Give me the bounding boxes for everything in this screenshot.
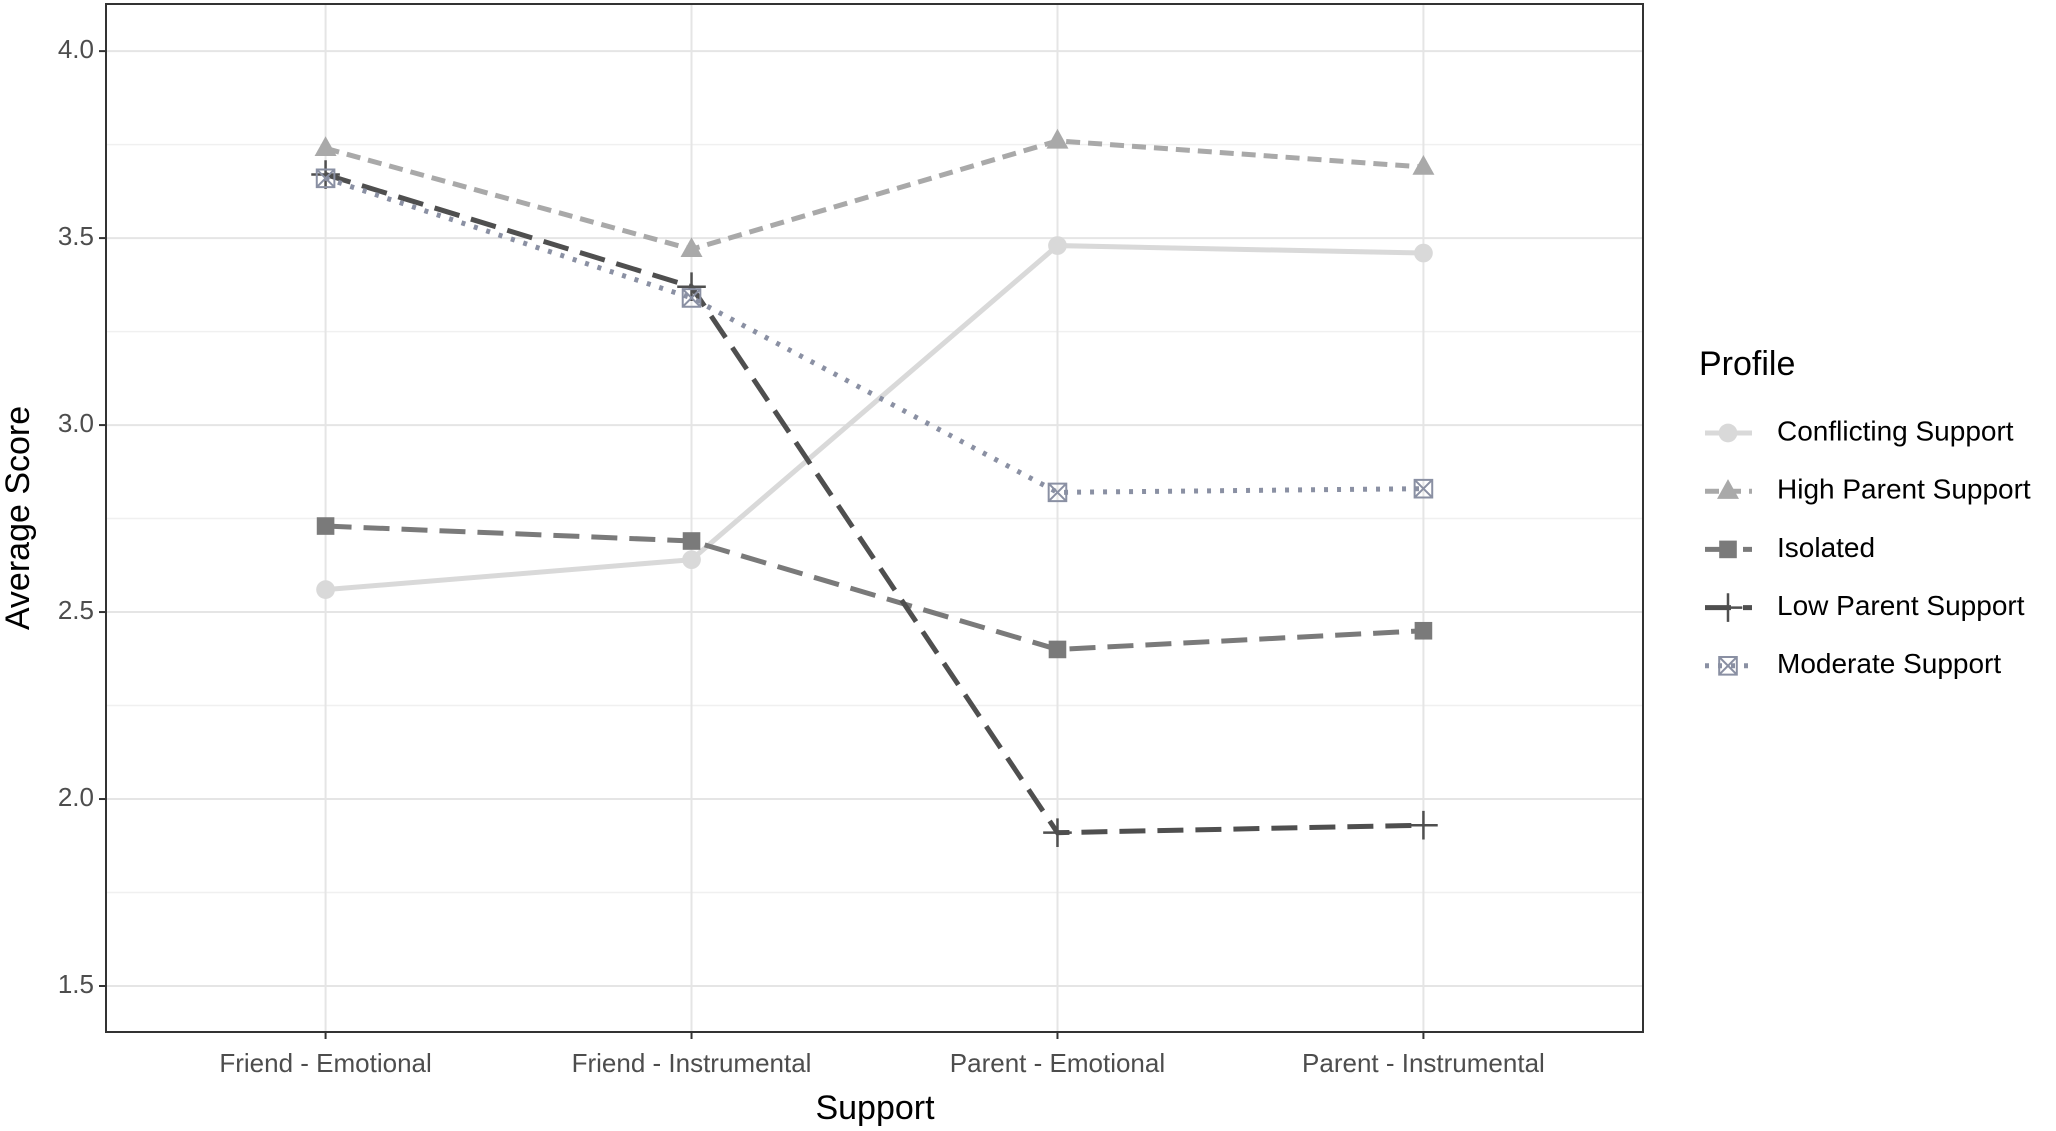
x-tick-label: Parent - Emotional xyxy=(950,1048,1165,1078)
series-line xyxy=(325,523,1424,652)
x-tick-label: Parent - Instrumental xyxy=(1302,1048,1545,1078)
y-axis-title: Average Score xyxy=(0,406,37,630)
marker xyxy=(680,237,703,258)
x-axis-title: Support xyxy=(815,1089,935,1127)
legend-title: Profile xyxy=(1699,345,1795,383)
series-line xyxy=(324,138,1424,252)
marker xyxy=(1043,818,1072,847)
legend-label: High Parent Support xyxy=(1777,474,2031,505)
marker xyxy=(1046,128,1069,149)
x-tick-label: Friend - Emotional xyxy=(219,1048,431,1078)
marker xyxy=(1718,656,1738,676)
marker xyxy=(1413,478,1434,499)
y-tick-label: 3.0 xyxy=(58,408,94,438)
marker xyxy=(682,532,701,550)
y-tick-label: 3.5 xyxy=(58,221,94,251)
y-tick-label: 2.0 xyxy=(58,782,94,812)
series-line xyxy=(325,243,1424,593)
marker xyxy=(1412,154,1435,175)
marker xyxy=(677,272,706,302)
legend-label: Moderate Support xyxy=(1777,648,2001,679)
panel-border xyxy=(105,3,1644,1033)
marker xyxy=(1718,423,1738,443)
marker xyxy=(1409,810,1438,840)
marker xyxy=(1048,640,1067,659)
marker xyxy=(1717,479,1739,499)
y-tick-label: 2.5 xyxy=(58,595,94,625)
marker xyxy=(682,550,701,570)
marker xyxy=(1713,593,1743,622)
marker xyxy=(316,580,335,599)
legend-label: Conflicting Support xyxy=(1777,415,2014,446)
marker xyxy=(1719,540,1737,559)
marker xyxy=(681,288,702,308)
marker xyxy=(1047,482,1068,503)
y-tick-label: 1.5 xyxy=(58,969,94,999)
marker xyxy=(1048,236,1067,255)
series-line xyxy=(324,172,1424,836)
marker xyxy=(1414,621,1433,640)
legend-label: Isolated xyxy=(1777,532,1875,563)
marker xyxy=(315,168,336,189)
y-tick-label: 4.0 xyxy=(58,34,94,64)
marker xyxy=(314,136,337,157)
x-tick-label: Friend - Instrumental xyxy=(572,1048,812,1078)
marker xyxy=(316,517,335,535)
legend-label: Low Parent Support xyxy=(1777,590,2025,621)
marker xyxy=(1414,243,1433,263)
